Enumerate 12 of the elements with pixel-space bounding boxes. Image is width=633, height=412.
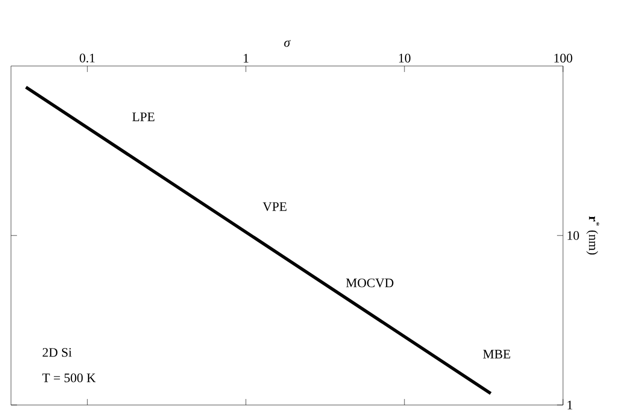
annotation: MBE <box>483 350 510 358</box>
x-axis-title: σ <box>284 40 291 47</box>
annotation: MOCVD <box>346 278 394 288</box>
x-tick-label: 10 <box>399 54 410 62</box>
annotation: 2D Si <box>42 348 72 357</box>
y-axis-title: r$^{*}$ (nm) <box>586 216 600 255</box>
annotation: VPE <box>262 202 286 212</box>
x-tick-label: 0.1 <box>80 54 95 62</box>
annotation: LPE <box>132 112 154 122</box>
x-tick-label: 1 <box>244 54 248 62</box>
x-tick-label: 100 <box>554 54 572 62</box>
annotation: T = 500 K <box>42 374 96 382</box>
